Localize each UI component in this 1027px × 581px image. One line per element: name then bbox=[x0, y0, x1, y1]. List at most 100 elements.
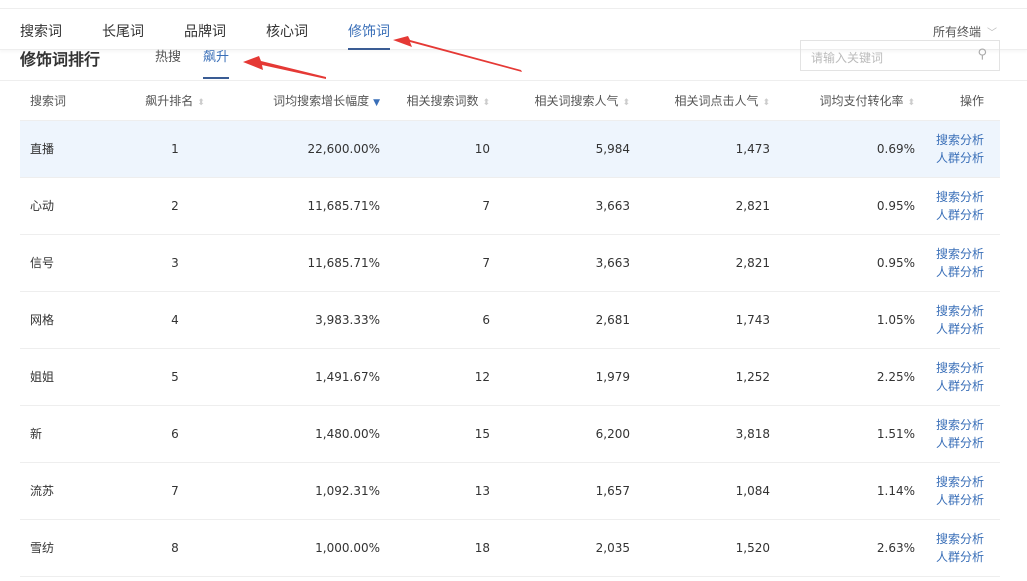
cell-growth: 1,000.00% bbox=[240, 519, 380, 577]
sort-icon[interactable]: ⬍ bbox=[482, 97, 490, 108]
crowd-analysis-link[interactable]: 人群分析 bbox=[935, 264, 984, 279]
ranking-table: 搜索词 飙升排名 ⬍ 词均搜索增长幅度 ▼ 相关搜索词数 ⬍ 相关词搜索人气 ⬍ 相关词… bbox=[20, 81, 1000, 577]
cell-growth: 1,092.31% bbox=[240, 462, 380, 520]
tab-modifier-words[interactable]: 修饰词 bbox=[348, 21, 390, 50]
cell-keyword: 雪纺 bbox=[20, 519, 110, 577]
cell-rank: 7 bbox=[110, 462, 240, 520]
header-related-count[interactable]: 相关搜索词数 ⬍ bbox=[380, 81, 490, 121]
cell-search-popularity: 6,200 bbox=[490, 405, 630, 463]
cell-related-count: 15 bbox=[380, 405, 490, 463]
crowd-analysis-link[interactable]: 人群分析 bbox=[935, 207, 984, 222]
cell-click-popularity: 2,821 bbox=[630, 234, 770, 292]
cell-search-popularity: 5,984 bbox=[490, 120, 630, 178]
sort-icon[interactable]: ⬍ bbox=[622, 97, 630, 108]
cell-related-count: 7 bbox=[380, 177, 490, 235]
cell-keyword: 信号 bbox=[20, 234, 110, 292]
cell-click-popularity: 2,821 bbox=[630, 177, 770, 235]
cell-search-popularity: 2,681 bbox=[490, 291, 630, 349]
cell-related-count: 12 bbox=[380, 348, 490, 406]
table-row: 直播 1 22,600.00% 10 5,984 1,473 0.69% 搜索分析 人群分析 bbox=[20, 120, 1000, 178]
cell-click-popularity: 1,743 bbox=[630, 291, 770, 349]
cell-rank: 6 bbox=[110, 405, 240, 463]
search-analysis-link[interactable]: 搜索分析 bbox=[935, 132, 984, 147]
header-click-popularity[interactable]: 相关词点击人气 ⬍ bbox=[630, 81, 770, 121]
cell-keyword: 姐姐 bbox=[20, 348, 110, 406]
cell-rank: 4 bbox=[110, 291, 240, 349]
subtab-hot[interactable]: 热搜 bbox=[155, 50, 182, 65]
sort-icon[interactable]: ⬍ bbox=[907, 97, 915, 108]
cell-conversion: 1.51% bbox=[770, 405, 915, 463]
cell-actions: 搜索分析 人群分析 bbox=[915, 348, 1000, 406]
cell-actions: 搜索分析 人群分析 bbox=[915, 462, 1000, 520]
chevron-down-icon: ﹀ bbox=[987, 28, 997, 39]
cell-actions: 搜索分析 人群分析 bbox=[915, 177, 1000, 235]
search-analysis-link[interactable]: 搜索分析 bbox=[935, 531, 984, 546]
table-row: 心动 2 11,685.71% 7 3,663 2,821 0.95% 搜索分析 人群分析 bbox=[20, 177, 1000, 235]
cell-keyword: 流苏 bbox=[20, 462, 110, 520]
keyword-search-input[interactable]: 请输入关键词 ⚲ bbox=[800, 40, 1000, 71]
sort-icon[interactable]: ⬍ bbox=[197, 97, 205, 108]
terminal-dropdown[interactable]: 所有终端 ﹀ bbox=[933, 23, 997, 40]
tab-search-words[interactable]: 搜索词 bbox=[20, 24, 62, 40]
cell-search-popularity: 2,035 bbox=[490, 519, 630, 577]
search-analysis-link[interactable]: 搜索分析 bbox=[935, 360, 984, 375]
table-row: 新 6 1,480.00% 15 6,200 3,818 1.51% 搜索分析 人群分析 bbox=[20, 405, 1000, 463]
cell-actions: 搜索分析 人群分析 bbox=[915, 519, 1000, 577]
cell-keyword: 新 bbox=[20, 405, 110, 463]
crowd-analysis-link[interactable]: 人群分析 bbox=[935, 378, 984, 393]
cell-actions: 搜索分析 人群分析 bbox=[915, 291, 1000, 349]
cell-rank: 1 bbox=[110, 120, 240, 178]
cell-actions: 搜索分析 人群分析 bbox=[915, 120, 1000, 178]
crowd-analysis-link[interactable]: 人群分析 bbox=[935, 150, 984, 165]
sort-icon[interactable]: ⬍ bbox=[762, 97, 770, 108]
tab-core-words[interactable]: 核心词 bbox=[266, 24, 308, 40]
cell-conversion: 1.14% bbox=[770, 462, 915, 520]
cell-click-popularity: 1,084 bbox=[630, 462, 770, 520]
cell-growth: 11,685.71% bbox=[240, 234, 380, 292]
cell-click-popularity: 1,473 bbox=[630, 120, 770, 178]
crowd-analysis-link[interactable]: 人群分析 bbox=[935, 492, 984, 507]
search-analysis-link[interactable]: 搜索分析 bbox=[935, 303, 984, 318]
table-row: 雪纺 8 1,000.00% 18 2,035 1,520 2.63% 搜索分析 人群分析 bbox=[20, 519, 1000, 577]
crowd-analysis-link[interactable]: 人群分析 bbox=[935, 435, 984, 450]
search-icon[interactable]: ⚲ bbox=[977, 47, 987, 62]
header-conversion[interactable]: 词均支付转化率 ⬍ bbox=[770, 81, 915, 121]
cell-related-count: 7 bbox=[380, 234, 490, 292]
tab-long-tail-words[interactable]: 长尾词 bbox=[102, 24, 144, 40]
cell-conversion: 0.95% bbox=[770, 177, 915, 235]
cell-related-count: 6 bbox=[380, 291, 490, 349]
search-analysis-link[interactable]: 搜索分析 bbox=[935, 246, 984, 261]
cell-keyword: 直播 bbox=[20, 120, 110, 178]
crowd-analysis-link[interactable]: 人群分析 bbox=[935, 321, 984, 336]
header-actions: 操作 bbox=[915, 81, 1000, 121]
cell-related-count: 13 bbox=[380, 462, 490, 520]
sort-desc-icon[interactable]: ▼ bbox=[373, 97, 380, 108]
cell-actions: 搜索分析 人群分析 bbox=[915, 234, 1000, 292]
header-rank[interactable]: 飙升排名 ⬍ bbox=[110, 81, 240, 121]
cell-conversion: 1.05% bbox=[770, 291, 915, 349]
cell-growth: 11,685.71% bbox=[240, 177, 380, 235]
cell-search-popularity: 3,663 bbox=[490, 177, 630, 235]
tab-brand-words[interactable]: 品牌词 bbox=[184, 24, 226, 40]
cell-growth: 22,600.00% bbox=[240, 120, 380, 178]
search-analysis-link[interactable]: 搜索分析 bbox=[935, 474, 984, 489]
cell-rank: 3 bbox=[110, 234, 240, 292]
cell-search-popularity: 1,657 bbox=[490, 462, 630, 520]
cell-conversion: 0.69% bbox=[770, 120, 915, 178]
cell-growth: 1,491.67% bbox=[240, 348, 380, 406]
divider bbox=[0, 80, 1027, 81]
cell-conversion: 2.25% bbox=[770, 348, 915, 406]
page-title: 修饰词排行 bbox=[20, 50, 101, 69]
cell-growth: 3,983.33% bbox=[240, 291, 380, 349]
cell-rank: 2 bbox=[110, 177, 240, 235]
subtab-rising[interactable]: 飙升 bbox=[203, 46, 230, 79]
header-search-popularity[interactable]: 相关词搜索人气 ⬍ bbox=[490, 81, 630, 121]
search-analysis-link[interactable]: 搜索分析 bbox=[935, 189, 984, 204]
cell-actions: 搜索分析 人群分析 bbox=[915, 405, 1000, 463]
header-growth[interactable]: 词均搜索增长幅度 ▼ bbox=[240, 81, 380, 121]
crowd-analysis-link[interactable]: 人群分析 bbox=[935, 549, 984, 564]
cell-growth: 1,480.00% bbox=[240, 405, 380, 463]
cell-search-popularity: 1,979 bbox=[490, 348, 630, 406]
cell-click-popularity: 3,818 bbox=[630, 405, 770, 463]
search-analysis-link[interactable]: 搜索分析 bbox=[935, 417, 984, 432]
